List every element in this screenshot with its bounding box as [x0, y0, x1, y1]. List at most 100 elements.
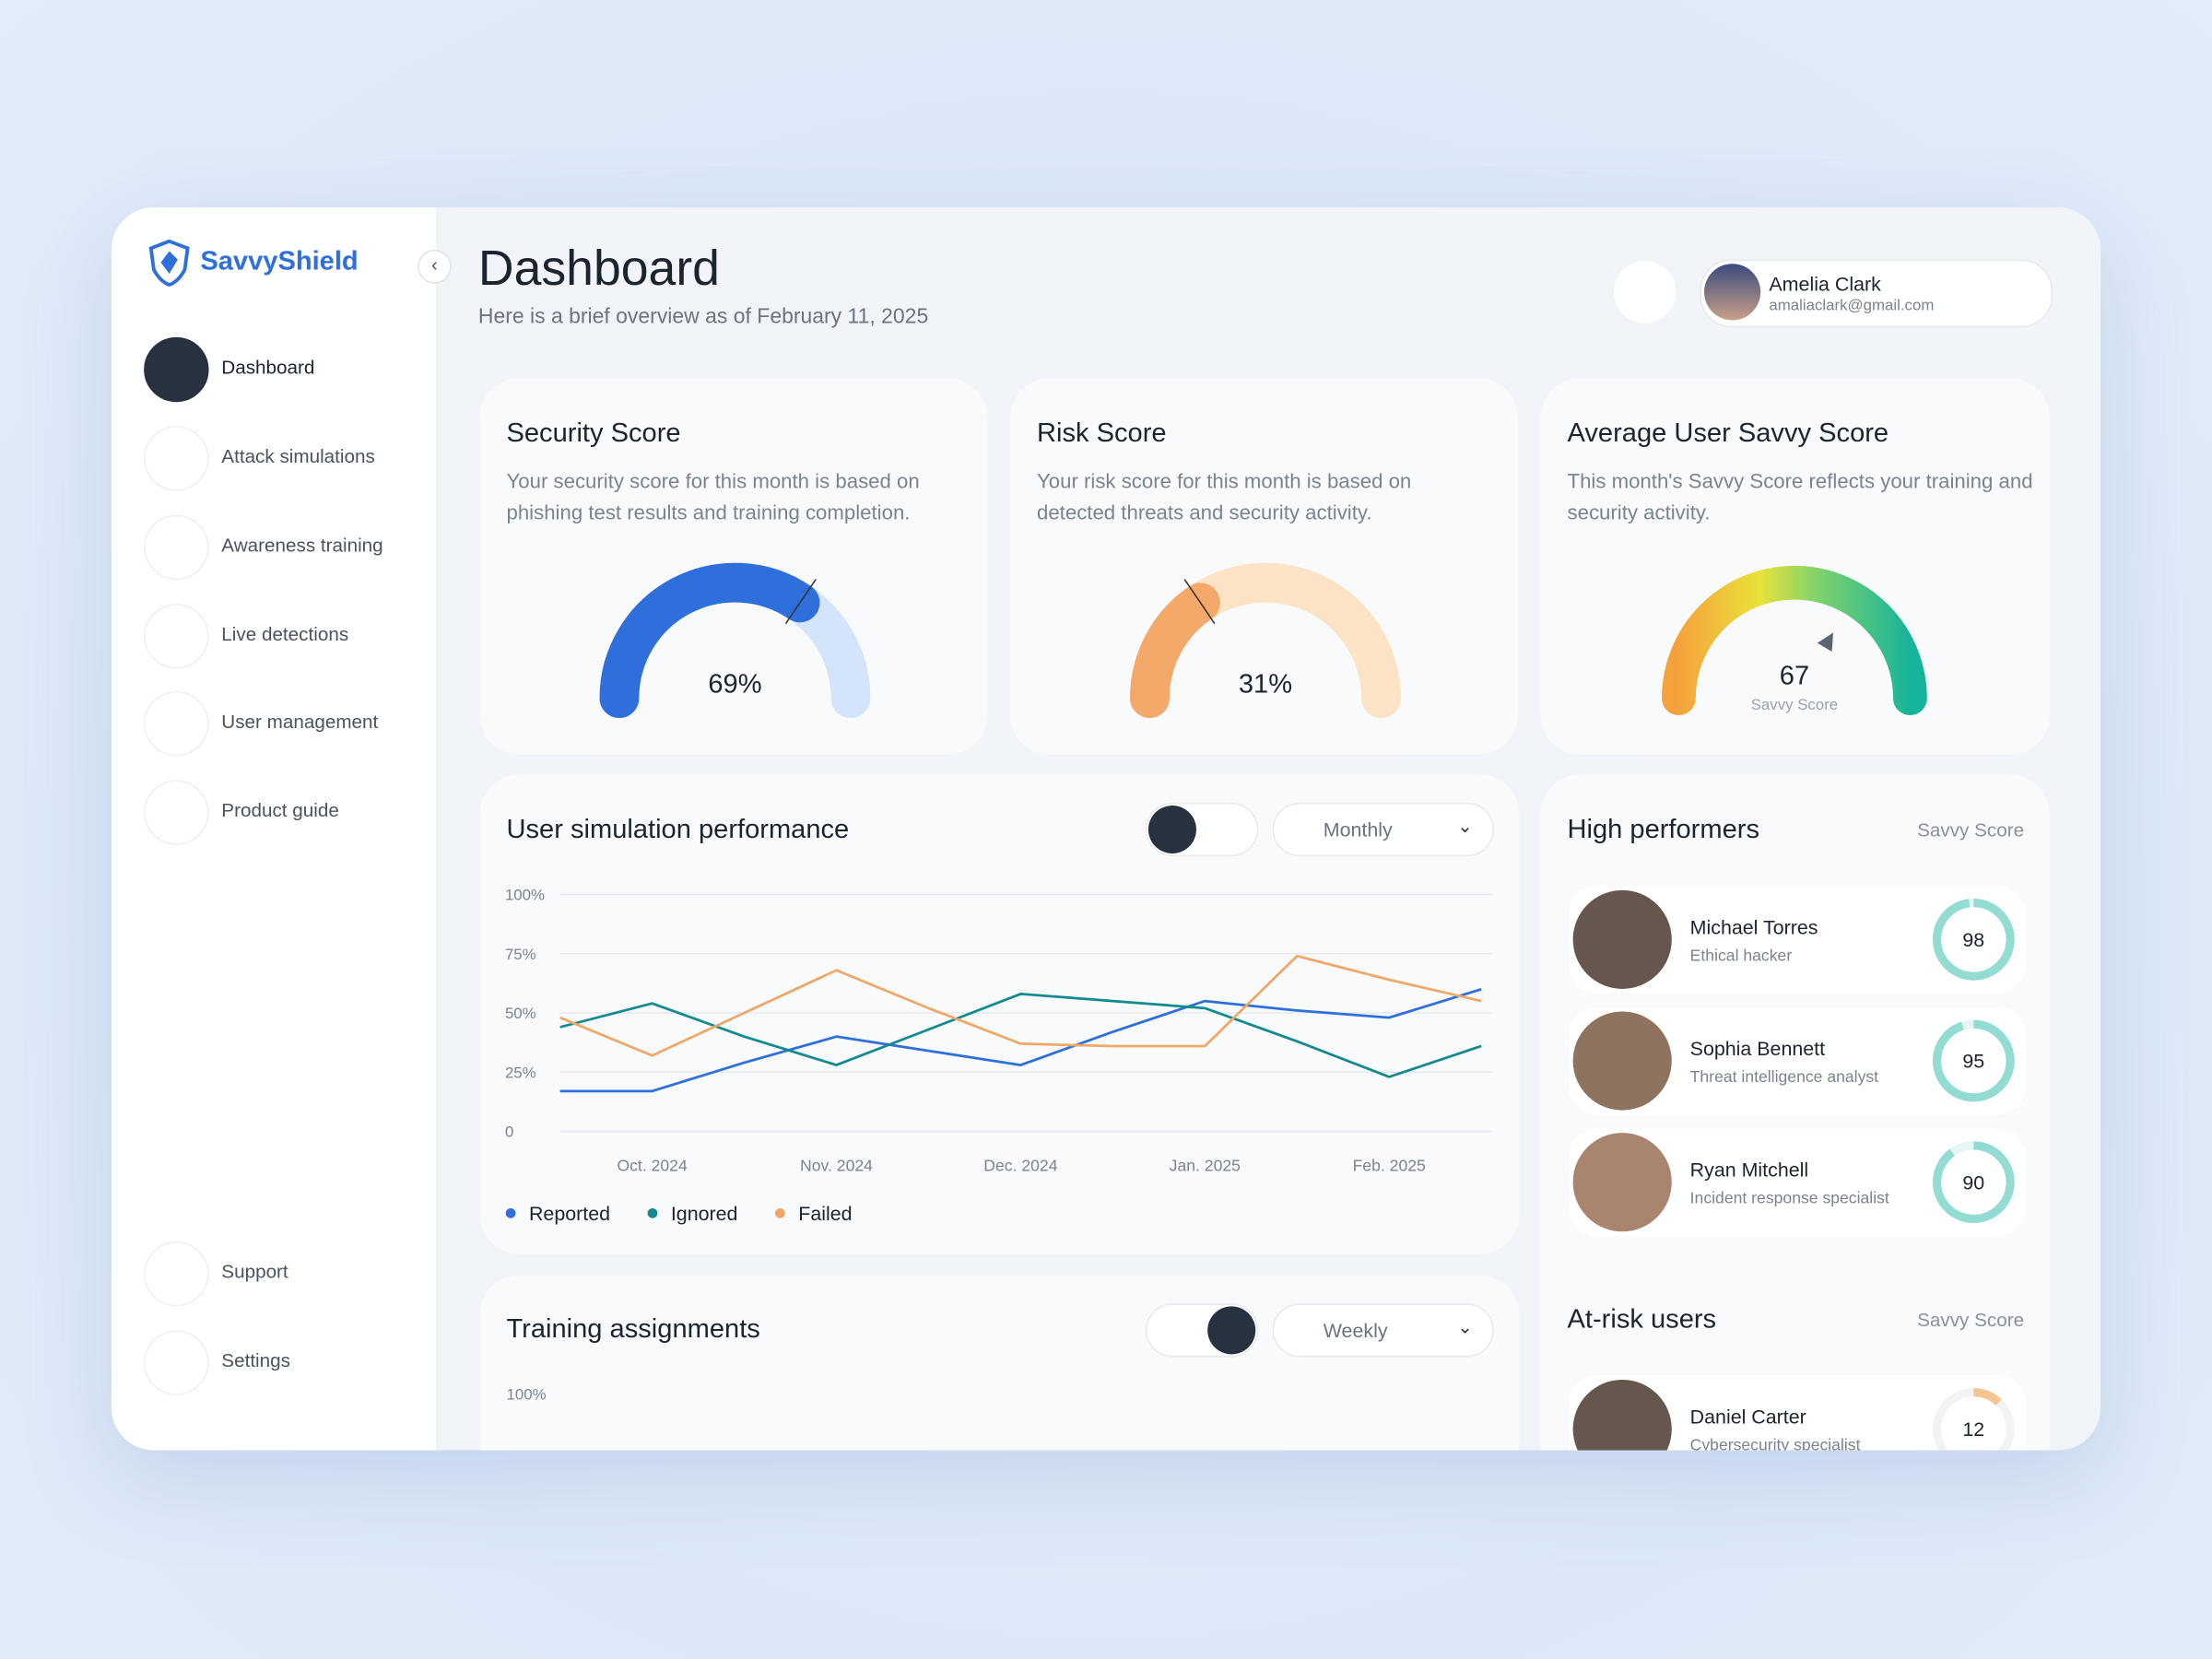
person-role: Threat intelligence analyst	[1690, 1067, 1879, 1086]
nav-label: Settings	[221, 1349, 290, 1371]
nav-label: Awareness training	[221, 535, 383, 557]
user-menu[interactable]: Amelia Clark amaliaclark@gmail.com	[1700, 259, 2053, 328]
data-line	[560, 994, 1481, 1077]
y-tick-label: 100%	[506, 1386, 547, 1404]
person-name: Daniel Carter	[1690, 1406, 1806, 1428]
person-role: Incident response specialist	[1690, 1189, 1889, 1207]
user-name: Amelia Clark	[1769, 272, 1881, 295]
nav-item[interactable]: Support	[144, 1241, 426, 1307]
collapse-button[interactable]: ‹	[418, 249, 452, 284]
card-title: Training assignments	[506, 1314, 760, 1345]
gauge-needle	[1184, 580, 1215, 624]
person-role: Ethical hacker	[1690, 946, 1793, 964]
nav-item[interactable]: Awareness training	[144, 514, 426, 581]
page-title: Dashboard	[477, 241, 720, 297]
card-title: Average User Savvy Score	[1567, 418, 1889, 449]
y-tick-label: 25%	[505, 1064, 536, 1081]
person-name: Ryan Mitchell	[1690, 1159, 1808, 1182]
avatar	[1573, 1133, 1672, 1231]
training-card: Training assignments Weekly ⌄ 100%	[479, 1275, 1520, 1451]
legend-swatch	[648, 1208, 658, 1218]
y-tick-label: 0	[505, 1124, 513, 1141]
donut-value: 12	[1962, 1418, 1984, 1441]
nav-item[interactable]: Product guide	[144, 780, 426, 845]
nav-label: Attack simulations	[221, 445, 375, 467]
avatar	[1573, 1011, 1672, 1110]
gauge-value: 69%	[708, 670, 761, 700]
y-tick-label: 50%	[505, 1005, 536, 1022]
card-description: Your risk score for this month is based …	[1037, 471, 1412, 525]
person-name: Michael Torres	[1690, 916, 1818, 938]
column-label: Savvy Score	[1917, 819, 2025, 841]
legend-label: Ignored	[671, 1203, 738, 1225]
page-subtitle: Here is a brief overview as of February …	[477, 304, 929, 329]
x-tick-label: Dec. 2024	[983, 1156, 1057, 1174]
nav-item[interactable]: Live detections	[144, 604, 426, 669]
y-tick-label: 100%	[505, 887, 545, 904]
nav-item[interactable]: User management	[144, 691, 426, 757]
brand: SavvyShield	[200, 246, 359, 276]
card-title: Risk Score	[1037, 418, 1167, 449]
nav-label: Support	[221, 1261, 288, 1283]
donut-fill	[1937, 903, 2011, 977]
gauge-fill	[1149, 603, 1200, 699]
gauge-fill	[619, 582, 800, 699]
avatar	[1573, 1380, 1672, 1451]
period-select[interactable]: Monthly ⌄	[1272, 802, 1494, 857]
data-line	[560, 989, 1481, 1091]
logo-icon	[148, 239, 190, 287]
card-title: Security Score	[506, 418, 681, 449]
gauge-track	[1678, 582, 1910, 698]
donut-fill	[1937, 1146, 2011, 1219]
nav-item[interactable]: Attack simulations	[144, 426, 426, 491]
nav-item[interactable]: Settings	[144, 1330, 426, 1395]
donut-value: 95	[1962, 1051, 1984, 1073]
legend-label: Reported	[529, 1203, 610, 1225]
gauge-needle	[786, 580, 817, 624]
person-row	[1569, 886, 2026, 993]
period-label: Weekly	[1323, 1319, 1388, 1342]
x-tick-label: Jan. 2025	[1170, 1156, 1241, 1174]
nav-label: User management	[221, 711, 379, 733]
score-card: Risk Score Your risk score for this mont…	[1009, 378, 1518, 755]
gauge-value: 31%	[1239, 670, 1292, 700]
nav-item[interactable]: Dashboard	[144, 336, 426, 403]
legend-swatch	[506, 1208, 516, 1218]
x-tick-label: Feb. 2025	[1353, 1156, 1426, 1174]
donut-value: 98	[1962, 929, 1984, 951]
person-role: Cybersecurity specialist	[1690, 1435, 1861, 1450]
nav-label: Live detections	[221, 623, 349, 645]
overlay: 69% 31% 67 Savvy Score 0 25% 50% 75% 100% Oct. 20…	[0, 0, 2212, 1450]
avatar	[1703, 264, 1761, 321]
person-name: Sophia Bennett	[1690, 1038, 1825, 1060]
nav-label: Dashboard	[221, 357, 315, 379]
x-tick-label: Oct. 2024	[617, 1156, 688, 1174]
chart-view-toggle[interactable]	[1145, 802, 1259, 857]
card-description: This month's Savvy Score reflects your t…	[1567, 471, 2033, 525]
card-title: At-risk users	[1567, 1304, 1717, 1335]
donut-value: 90	[1962, 1171, 1984, 1194]
notification-button[interactable]	[1614, 261, 1677, 324]
legend-swatch	[775, 1208, 785, 1218]
x-tick-label: Nov. 2024	[800, 1156, 873, 1174]
user-email: amaliaclark@gmail.com	[1769, 297, 1935, 315]
gauge-value: 67	[1780, 661, 1809, 690]
person-row	[1569, 1128, 2026, 1235]
sidebar: SavvyShield ‹ Dashboard Attack simulatio…	[111, 207, 452, 1451]
period-select[interactable]: Weekly ⌄	[1272, 1303, 1494, 1358]
nav-label: Product guide	[221, 799, 339, 821]
donut-fill	[1937, 1393, 2011, 1451]
avatar	[1573, 890, 1672, 989]
gauge-caption: Savvy Score	[1751, 696, 1838, 713]
chart-title: User simulation performance	[506, 815, 850, 845]
period-label: Monthly	[1323, 818, 1393, 841]
y-tick-label: 75%	[505, 946, 536, 963]
donut-fill	[1937, 1024, 2011, 1098]
person-row	[1569, 1375, 2026, 1450]
chart-view-toggle[interactable]	[1145, 1303, 1259, 1358]
person-row	[1569, 1007, 2026, 1114]
card-description: Your security score for this month is ba…	[506, 471, 920, 525]
legend-label: Failed	[798, 1203, 852, 1225]
